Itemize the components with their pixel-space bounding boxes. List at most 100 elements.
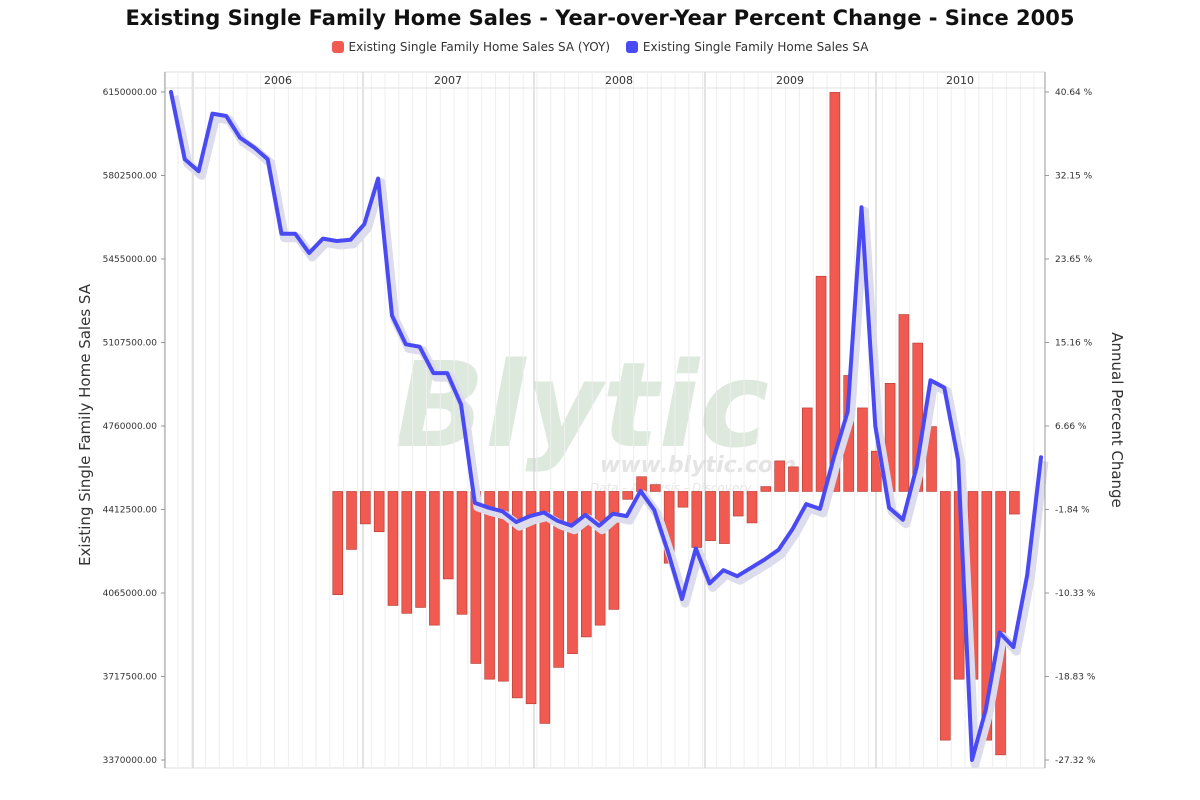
line-point[interactable]: [597, 524, 601, 527]
line-point[interactable]: [432, 371, 435, 375]
line-point[interactable]: [805, 502, 808, 506]
line-point[interactable]: [238, 136, 242, 139]
line-point[interactable]: [763, 558, 767, 561]
line-point[interactable]: [197, 170, 200, 173]
line-point[interactable]: [901, 518, 905, 521]
line-point[interactable]: [887, 506, 891, 509]
line-point[interactable]: [307, 251, 311, 255]
bar-yoy[interactable]: [940, 491, 951, 741]
line-point[interactable]: [984, 708, 987, 711]
bar-yoy[interactable]: [567, 491, 578, 654]
bar-yoy[interactable]: [622, 491, 633, 500]
bar-yoy[interactable]: [926, 426, 937, 492]
bar-yoy[interactable]: [995, 491, 1006, 756]
line-point[interactable]: [860, 206, 863, 209]
line-point[interactable]: [943, 386, 946, 389]
line-point[interactable]: [570, 524, 573, 527]
bar-yoy[interactable]: [553, 491, 564, 668]
line-point[interactable]: [611, 512, 615, 515]
line-point[interactable]: [846, 410, 849, 413]
bar-yoy[interactable]: [677, 491, 689, 508]
line-point[interactable]: [556, 519, 559, 523]
line-point[interactable]: [225, 114, 228, 118]
bar-yoy[interactable]: [746, 491, 758, 524]
line-point[interactable]: [501, 510, 504, 513]
line-point[interactable]: [376, 177, 380, 180]
bar-yoy[interactable]: [1009, 491, 1020, 515]
line-point[interactable]: [625, 514, 628, 518]
line-point[interactable]: [1012, 645, 1015, 649]
bar-yoy[interactable]: [387, 491, 399, 606]
bar-yoy[interactable]: [456, 491, 468, 615]
line-point[interactable]: [639, 489, 642, 493]
legend-item-yoy[interactable]: Existing Single Family Home Sales SA (YO…: [331, 40, 610, 54]
line-point[interactable]: [680, 597, 684, 601]
line-point[interactable]: [791, 528, 794, 531]
bar-yoy[interactable]: [898, 314, 910, 492]
line-sales[interactable]: [169, 90, 1043, 762]
line-point[interactable]: [542, 511, 546, 514]
line-point[interactable]: [169, 90, 173, 94]
line-point[interactable]: [1025, 573, 1029, 577]
line-point[interactable]: [473, 501, 477, 505]
line-point[interactable]: [404, 343, 407, 346]
bar-yoy[interactable]: [650, 484, 661, 492]
line-point[interactable]: [832, 456, 836, 459]
line-point[interactable]: [915, 465, 918, 469]
bar-yoy[interactable]: [829, 92, 841, 492]
line-point[interactable]: [777, 548, 780, 551]
line-point[interactable]: [445, 371, 449, 375]
line-point[interactable]: [749, 566, 753, 569]
line-point[interactable]: [321, 237, 325, 240]
bar-yoy[interactable]: [525, 491, 537, 705]
line-point[interactable]: [735, 574, 739, 578]
bar-yoy[interactable]: [442, 491, 454, 580]
bar-yoy[interactable]: [608, 491, 620, 610]
line-point[interactable]: [418, 345, 421, 348]
bar-yoy[interactable]: [774, 460, 785, 492]
bar-yoy[interactable]: [801, 407, 813, 492]
bar-yoy[interactable]: [981, 491, 993, 741]
line-point[interactable]: [515, 520, 518, 524]
line-point[interactable]: [183, 158, 187, 161]
line-point[interactable]: [487, 506, 490, 509]
line-point[interactable]: [998, 631, 1001, 634]
bar-yoy[interactable]: [705, 491, 716, 541]
bar-yoy[interactable]: [498, 491, 509, 682]
line-point[interactable]: [653, 508, 656, 512]
bar-yoy[interactable]: [788, 466, 799, 492]
line-point[interactable]: [956, 458, 960, 461]
line-point[interactable]: [666, 550, 670, 554]
bar-yoy[interactable]: [815, 275, 827, 492]
bar-yoy[interactable]: [401, 491, 413, 614]
bar-yoy[interactable]: [373, 491, 385, 533]
line-point[interactable]: [970, 758, 974, 762]
bar-yoy[interactable]: [511, 491, 523, 699]
line-point[interactable]: [528, 514, 532, 518]
line-point[interactable]: [584, 513, 587, 517]
line-point[interactable]: [294, 232, 297, 235]
line-point[interactable]: [722, 568, 725, 572]
line-point[interactable]: [459, 403, 463, 406]
bar-yoy[interactable]: [346, 491, 357, 550]
line-point[interactable]: [280, 232, 283, 235]
bar-yoy[interactable]: [691, 491, 703, 548]
line-point[interactable]: [694, 547, 697, 550]
bar-yoy[interactable]: [719, 491, 730, 544]
bar-yoy[interactable]: [732, 491, 744, 517]
line-point[interactable]: [252, 146, 256, 149]
bar-yoy[interactable]: [581, 491, 592, 638]
bar-yoy[interactable]: [484, 491, 495, 680]
line-point[interactable]: [349, 238, 352, 241]
line-point[interactable]: [335, 239, 338, 243]
bar-yoy[interactable]: [415, 491, 426, 608]
line-point[interactable]: [708, 582, 711, 585]
legend-item-sales[interactable]: Existing Single Family Home Sales SA: [625, 40, 868, 54]
line-point[interactable]: [390, 314, 394, 317]
bar-yoy[interactable]: [594, 491, 606, 626]
bar-yoy[interactable]: [760, 486, 772, 492]
line-point[interactable]: [1039, 456, 1043, 459]
bar-yoy[interactable]: [857, 407, 868, 492]
bar-yoy[interactable]: [360, 491, 371, 525]
bar-yoy[interactable]: [470, 491, 482, 664]
